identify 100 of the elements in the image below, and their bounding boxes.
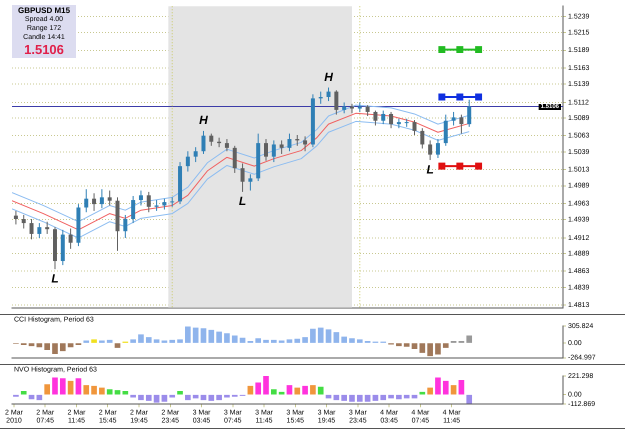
candlestick bbox=[396, 118, 401, 129]
annotation: L bbox=[51, 271, 59, 286]
bar bbox=[36, 394, 42, 400]
candlestick bbox=[100, 188, 104, 209]
candlestick bbox=[186, 150, 190, 172]
candlestick bbox=[342, 102, 346, 114]
bar bbox=[302, 386, 308, 395]
bar bbox=[154, 339, 160, 343]
candlestick bbox=[92, 192, 96, 212]
candlestick bbox=[412, 120, 417, 136]
bar bbox=[442, 380, 449, 395]
bar bbox=[216, 394, 222, 400]
bar bbox=[278, 340, 284, 343]
bar bbox=[99, 388, 105, 395]
bar bbox=[356, 394, 363, 402]
bar bbox=[248, 386, 254, 395]
bar bbox=[99, 340, 105, 343]
bar bbox=[286, 339, 292, 343]
bar bbox=[114, 390, 120, 395]
bar bbox=[419, 392, 426, 395]
candlestick bbox=[350, 103, 354, 114]
point bbox=[456, 162, 464, 170]
annotation: L bbox=[238, 194, 246, 208]
candlestick bbox=[264, 138, 268, 162]
candlestick bbox=[358, 102, 362, 112]
bar bbox=[208, 394, 214, 401]
bar bbox=[185, 326, 191, 343]
bar bbox=[270, 340, 277, 343]
bar bbox=[364, 394, 370, 402]
bar bbox=[91, 339, 97, 343]
candlestick bbox=[428, 140, 432, 161]
candlestick bbox=[232, 145, 237, 174]
bar bbox=[435, 343, 441, 355]
bar bbox=[255, 338, 262, 343]
candlestick bbox=[170, 196, 174, 208]
bar bbox=[286, 385, 292, 395]
bar bbox=[442, 343, 449, 348]
bar bbox=[122, 390, 128, 395]
bar bbox=[466, 394, 472, 404]
bar bbox=[466, 335, 472, 343]
point bbox=[475, 162, 482, 170]
candlestick bbox=[209, 133, 214, 146]
bar bbox=[162, 340, 168, 343]
point bbox=[456, 46, 464, 54]
bar bbox=[334, 332, 340, 343]
bar bbox=[52, 377, 58, 395]
bar bbox=[146, 394, 152, 401]
bar bbox=[263, 340, 269, 343]
candlestick bbox=[68, 228, 73, 250]
bar bbox=[192, 394, 198, 398]
bar bbox=[106, 389, 113, 395]
bar bbox=[341, 336, 347, 343]
candlestick bbox=[138, 190, 143, 206]
candlestick bbox=[303, 136, 308, 152]
candlestick bbox=[366, 104, 370, 116]
candlestick bbox=[224, 138, 229, 152]
bar bbox=[177, 339, 183, 343]
bar bbox=[169, 340, 176, 343]
bar bbox=[404, 394, 410, 398]
bar bbox=[404, 343, 410, 347]
annotation: GBPUSD M15 bbox=[18, 6, 70, 15]
annotation: H bbox=[199, 113, 208, 128]
bar bbox=[76, 378, 82, 395]
bar bbox=[412, 343, 418, 349]
bar bbox=[185, 394, 191, 400]
bar bbox=[349, 338, 355, 343]
bar bbox=[294, 338, 300, 343]
bar bbox=[412, 394, 418, 398]
bar bbox=[318, 328, 324, 343]
bar bbox=[372, 394, 378, 401]
candlestick bbox=[404, 118, 409, 128]
point bbox=[438, 162, 446, 170]
bar bbox=[326, 329, 332, 343]
bar bbox=[130, 339, 136, 343]
bar bbox=[326, 394, 332, 398]
candlestick bbox=[84, 188, 88, 213]
bar bbox=[28, 394, 34, 400]
bar bbox=[380, 394, 386, 400]
bar bbox=[435, 377, 441, 395]
bar bbox=[130, 394, 136, 398]
bar bbox=[240, 338, 246, 343]
annotation: L bbox=[426, 162, 434, 176]
bar bbox=[224, 394, 230, 398]
bar bbox=[28, 343, 34, 346]
candlestick bbox=[318, 91, 323, 104]
bar bbox=[154, 394, 160, 403]
bar bbox=[138, 334, 144, 343]
annotation: H bbox=[324, 70, 334, 84]
point bbox=[438, 94, 446, 100]
bar bbox=[356, 339, 363, 343]
candlestick bbox=[30, 218, 34, 240]
candlestick bbox=[467, 99, 472, 128]
bar bbox=[200, 394, 206, 400]
bar bbox=[263, 376, 269, 395]
bar bbox=[44, 343, 50, 350]
bar bbox=[450, 385, 456, 395]
bar bbox=[169, 394, 176, 398]
point bbox=[438, 46, 446, 54]
candlestick bbox=[131, 195, 136, 224]
candlestick bbox=[389, 111, 394, 129]
